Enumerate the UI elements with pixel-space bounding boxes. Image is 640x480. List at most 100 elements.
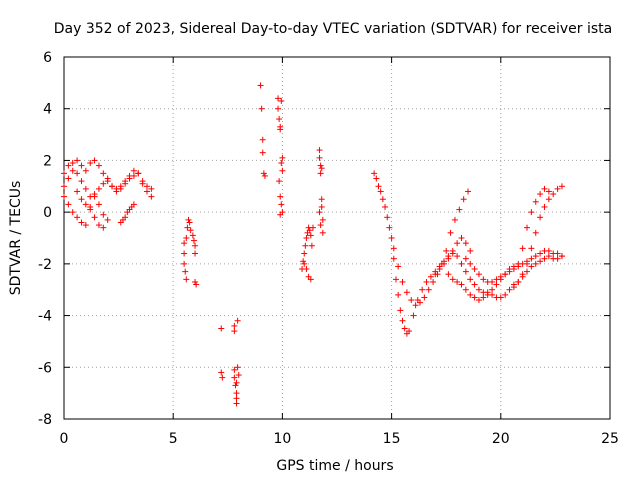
x-axis-label: GPS time / hours [276, 458, 393, 474]
data-point [186, 219, 193, 226]
data-point [467, 260, 474, 267]
data-point [432, 271, 439, 278]
data-point [308, 242, 315, 249]
data-point [454, 253, 461, 260]
data-point [78, 219, 85, 226]
y-axis-label: SDTVAR / TECUs [8, 181, 24, 296]
data-point [524, 260, 531, 267]
data-point [278, 97, 285, 104]
data-point [445, 271, 452, 278]
data-point [554, 250, 561, 257]
data-point [471, 294, 478, 301]
data-point [528, 245, 535, 252]
data-point [259, 136, 266, 143]
data-point [95, 222, 102, 229]
data-point [233, 395, 240, 402]
data-point [392, 276, 399, 283]
data-point [309, 224, 316, 231]
data-point [423, 278, 430, 285]
data-point [377, 188, 384, 195]
data-point [279, 154, 286, 161]
data-point [416, 299, 423, 306]
data-point [462, 286, 469, 293]
data-point [277, 193, 284, 200]
data-point [528, 255, 535, 262]
data-point [489, 286, 496, 293]
data-point [373, 175, 380, 182]
data-point [74, 157, 81, 164]
data-point [316, 209, 323, 216]
data-point [232, 382, 239, 389]
y-tick-label: 6 [43, 50, 52, 66]
data-point [397, 307, 404, 314]
data-point [276, 116, 283, 123]
data-point [399, 317, 406, 324]
plot-border [63, 56, 611, 420]
data-point [91, 157, 98, 164]
data-point [192, 242, 199, 249]
data-point [371, 170, 378, 177]
data-point [122, 180, 129, 187]
data-point [143, 183, 150, 190]
data-point [301, 250, 308, 257]
data-point [148, 185, 155, 192]
data-point [489, 278, 496, 285]
chart-title: Day 352 of 2023, Sidereal Day-to-day VTE… [54, 21, 612, 37]
y-tick-label: -6 [38, 360, 52, 376]
data-point [541, 203, 548, 210]
data-point [302, 242, 309, 249]
data-point [234, 317, 241, 324]
data-point [61, 193, 67, 200]
data-point [427, 273, 434, 280]
data-point [259, 149, 266, 156]
data-point [445, 255, 452, 262]
data-point [100, 170, 107, 177]
data-point [458, 281, 465, 288]
data-point [74, 170, 81, 177]
data-point [454, 278, 461, 285]
data-point [65, 201, 72, 208]
data-point [475, 286, 482, 293]
data-point [74, 214, 81, 221]
data-point [467, 276, 474, 283]
data-point [192, 250, 199, 257]
data-point [117, 185, 124, 192]
data-point [436, 266, 443, 273]
data-point [467, 291, 474, 298]
data-point [524, 268, 531, 275]
data-point [382, 203, 389, 210]
data-point [318, 196, 325, 203]
data-point [319, 216, 326, 223]
data-point [218, 325, 225, 332]
x-tick-label: 0 [60, 431, 69, 447]
data-point [558, 183, 565, 190]
data-point [181, 250, 188, 257]
data-point [489, 291, 496, 298]
data-point [506, 268, 513, 275]
data-points [61, 82, 565, 407]
data-point [430, 278, 437, 285]
y-tick-label: -2 [38, 257, 52, 273]
data-point [100, 211, 107, 218]
x-tick-label: 25 [601, 431, 619, 447]
data-point [475, 297, 482, 304]
data-point [528, 209, 535, 216]
data-point [519, 245, 526, 252]
data-point [554, 185, 561, 192]
data-point [95, 185, 102, 192]
data-point [541, 185, 548, 192]
data-point [403, 289, 410, 296]
data-point [545, 247, 552, 254]
y-tick-label: -4 [38, 309, 52, 325]
gridlines [64, 57, 610, 419]
data-point [471, 266, 478, 273]
data-point [306, 227, 313, 234]
data-point [235, 372, 242, 379]
data-point [189, 232, 196, 239]
data-point [95, 162, 102, 169]
data-point [69, 167, 76, 174]
y-axis: -8 -6 -4 -2 0 2 4 6 [38, 50, 610, 428]
data-point [458, 235, 465, 241]
data-point [143, 188, 150, 195]
